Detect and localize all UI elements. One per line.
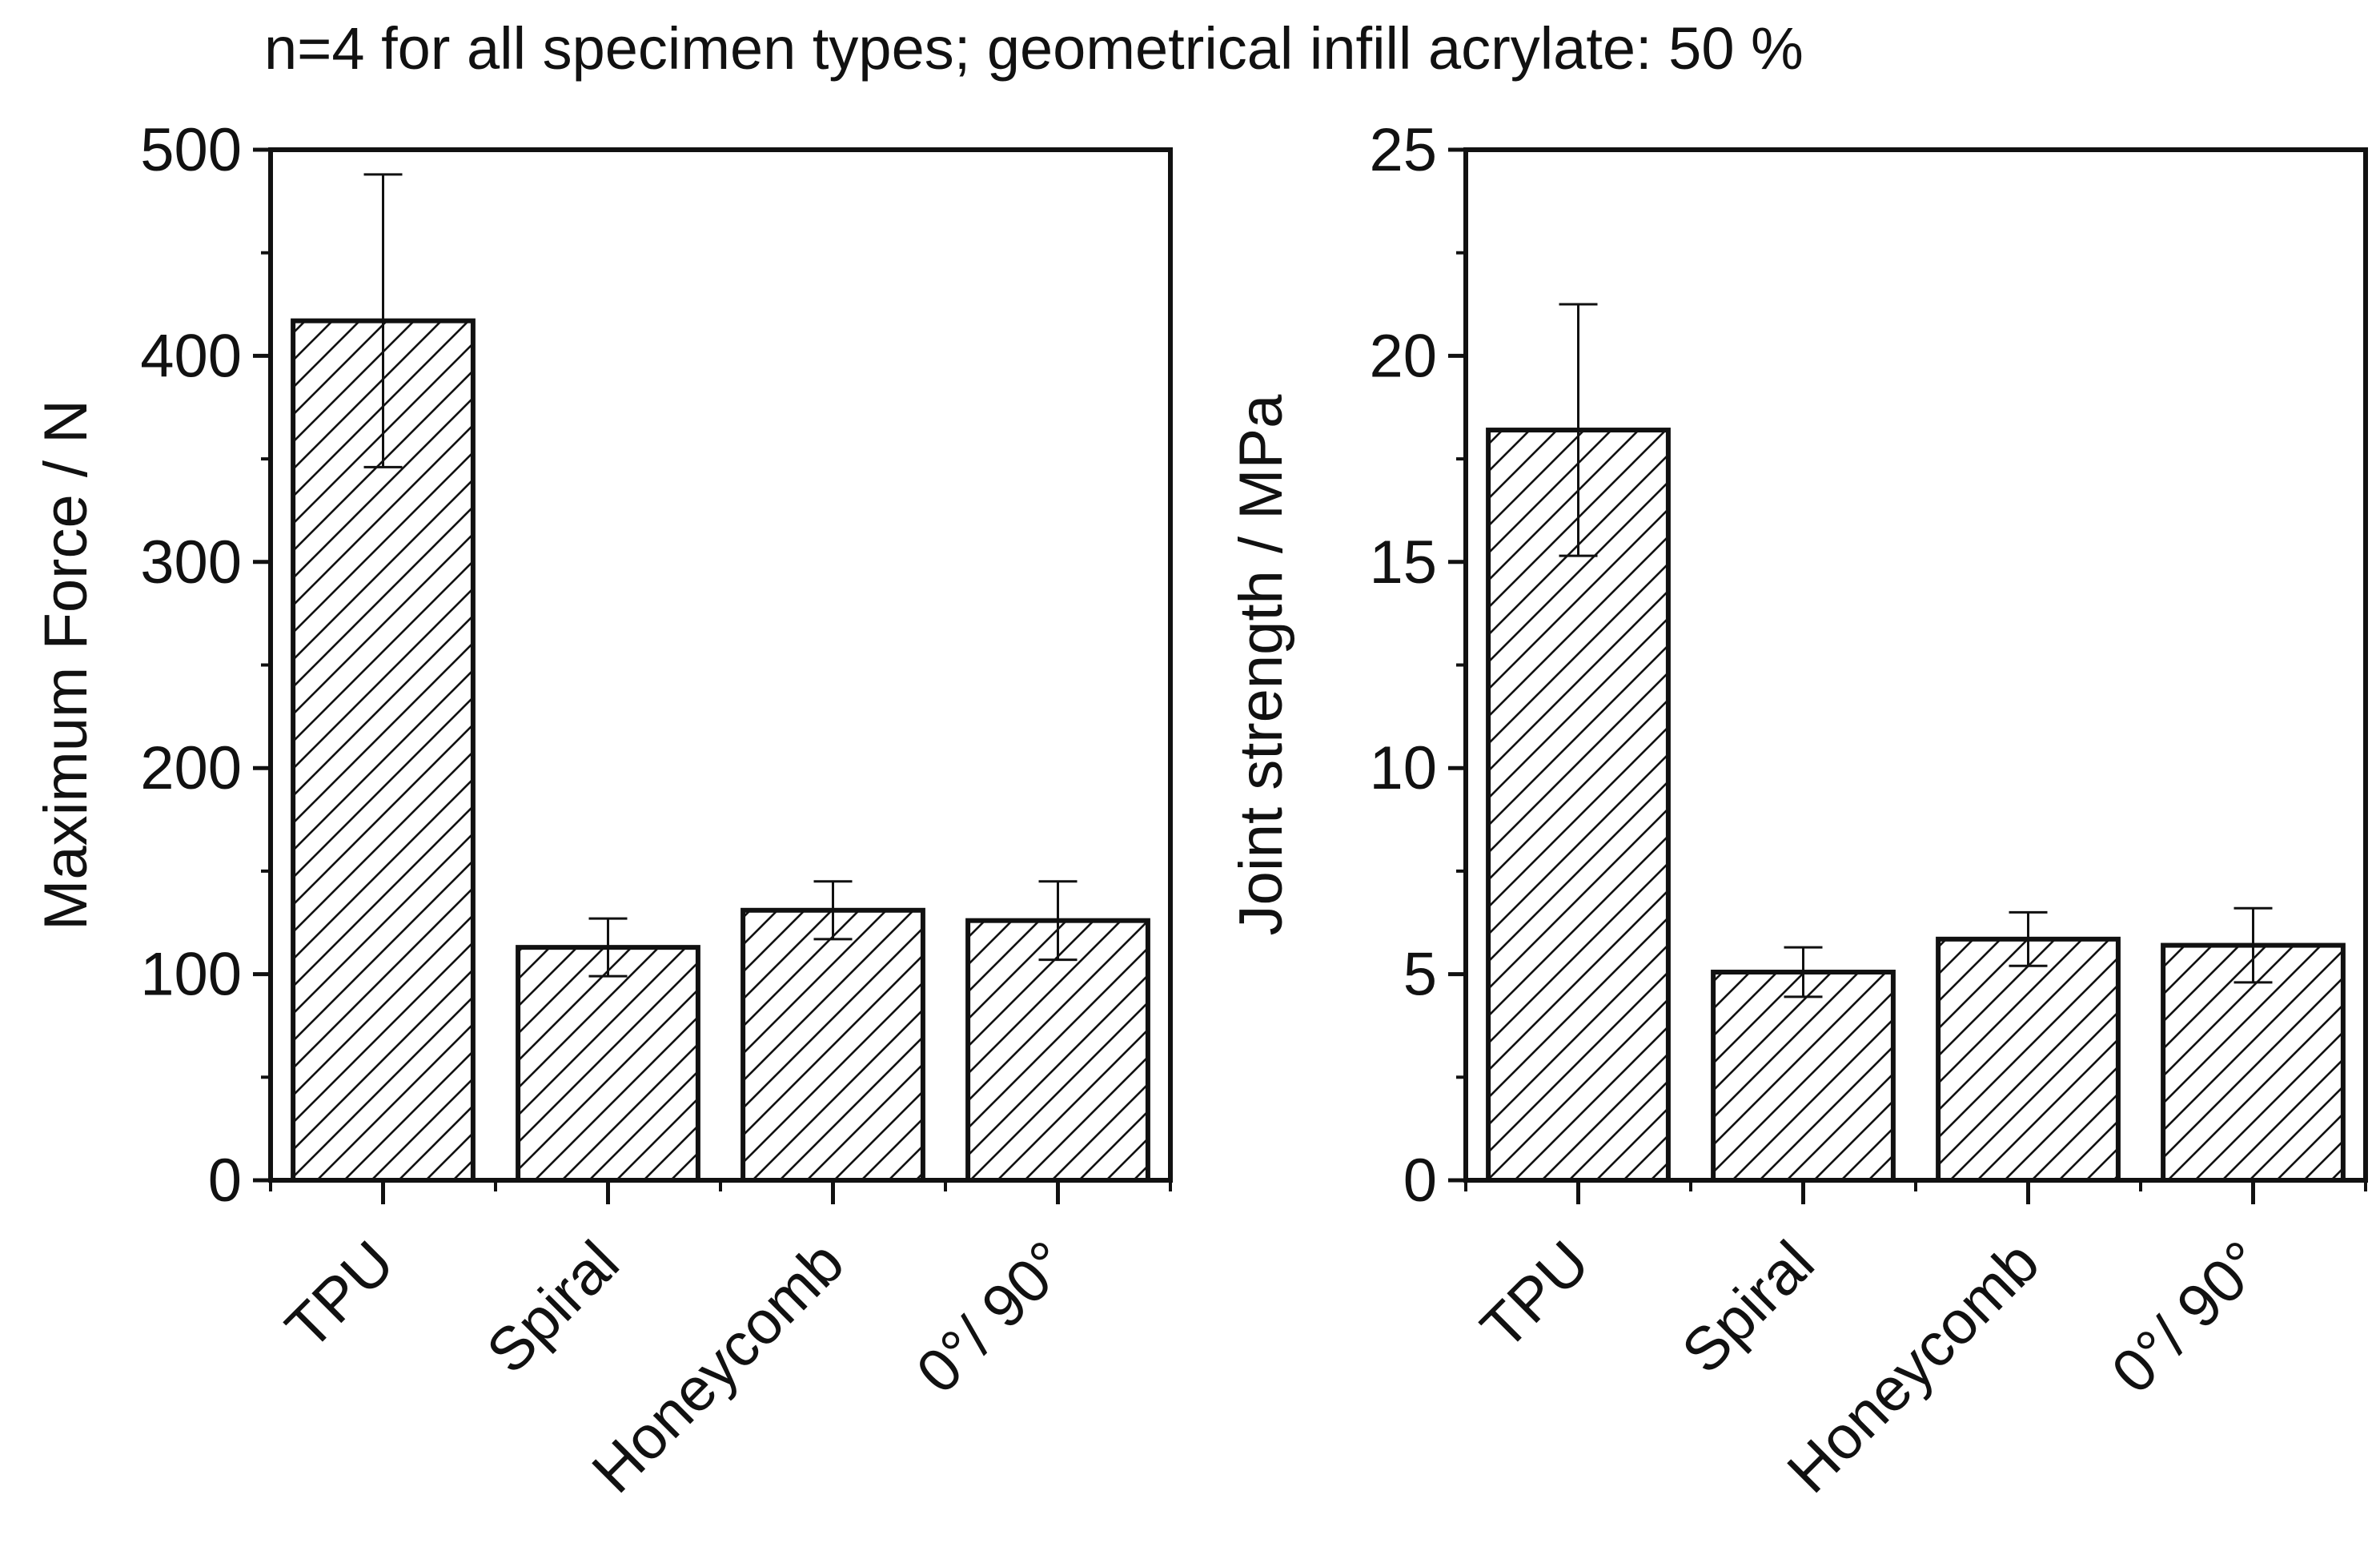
y-tick-label-0-2: 200 bbox=[140, 734, 242, 802]
x-tick-label-0-3: 0°/ 90° bbox=[904, 1228, 1082, 1407]
y-tick-label-1-3: 15 bbox=[1369, 528, 1437, 597]
bar-1-1 bbox=[1711, 970, 1896, 1183]
x-tick-label-0-0: TPU bbox=[273, 1228, 407, 1363]
y-tick-label-0-1: 100 bbox=[140, 941, 242, 1009]
y-tick-label-1-0: 0 bbox=[1403, 1147, 1437, 1215]
bar-0-2 bbox=[740, 907, 925, 1183]
y-tick-label-0-5: 500 bbox=[140, 116, 242, 184]
x-tick-label-1-3: 0°/ 90° bbox=[2099, 1228, 2278, 1407]
x-tick-label-1-1: Spiral bbox=[1669, 1228, 1828, 1387]
x-tick-label-1-0: TPU bbox=[1468, 1228, 1603, 1363]
y-axis-label-1: Joint strength / MPa bbox=[1227, 394, 1295, 936]
x-tick-label-0-1: Spiral bbox=[474, 1228, 632, 1387]
y-tick-label-1-1: 5 bbox=[1403, 941, 1437, 1009]
y-tick-label-1-2: 10 bbox=[1369, 734, 1437, 802]
figure-caption: n=4 for all specimen types; geometrical … bbox=[264, 15, 1804, 82]
bar-1-2 bbox=[1936, 936, 2121, 1183]
bar-0-3 bbox=[965, 918, 1150, 1183]
bar-0-1 bbox=[516, 945, 700, 1183]
y-tick-label-0-3: 300 bbox=[140, 528, 242, 597]
y-axis-label-0: Maximum Force / N bbox=[32, 400, 100, 930]
y-tick-label-1-4: 20 bbox=[1369, 322, 1437, 390]
y-tick-label-0-4: 400 bbox=[140, 322, 242, 390]
y-tick-label-1-5: 25 bbox=[1369, 116, 1437, 184]
bar-1-3 bbox=[2161, 942, 2346, 1183]
y-tick-label-0-0: 0 bbox=[208, 1147, 242, 1215]
